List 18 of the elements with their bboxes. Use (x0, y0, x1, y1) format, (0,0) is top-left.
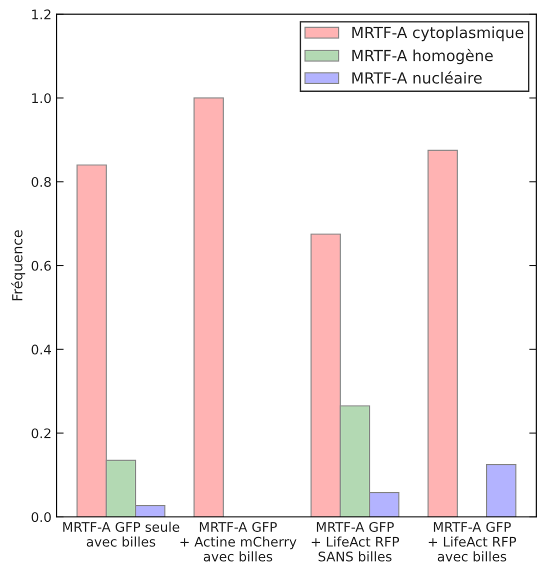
bar (486, 464, 516, 517)
x-tick-label: MRTF-A GFP seule avec billes (63, 522, 180, 547)
bar (428, 150, 458, 517)
y-tick-label: 1.0 (32, 93, 51, 104)
x-tick-label: MRTF-A GFP + LifeAct RFP SANS billes (312, 522, 400, 562)
y-tick-label: 0.2 (32, 428, 50, 438)
y-tick-label: 1.2 (32, 9, 50, 20)
y-tick-label: 0.6 (32, 260, 51, 271)
y-tick-label: 0.0 (32, 512, 51, 522)
x-tick-label: MRTF-A GFP + Actine mCherry avec billes (180, 522, 296, 562)
legend-label: MRTF-A homogène (352, 48, 493, 64)
x-tick-label: MRTF-A GFP + LifeAct RFP avec billes (428, 522, 516, 562)
bar (194, 97, 224, 517)
y-tick-label: 0.8 (32, 176, 51, 187)
legend-label: MRTF-A cytoplasmique (352, 26, 524, 42)
y-tick-label: 0.4 (32, 344, 51, 355)
y-axis-title: Fréquence (11, 230, 26, 300)
legend-label: MRTF-A nucléaire (352, 71, 482, 84)
